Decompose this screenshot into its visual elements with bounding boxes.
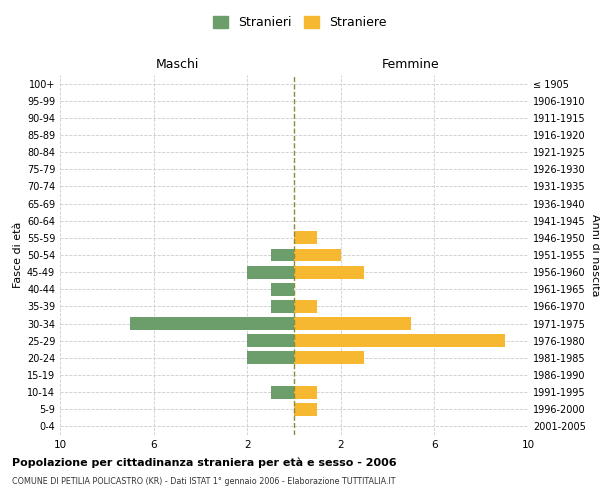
Bar bbox=[271, 386, 294, 398]
Text: COMUNE DI PETILIA POLICASTRO (KR) - Dati ISTAT 1° gennaio 2006 - Elaborazione TU: COMUNE DI PETILIA POLICASTRO (KR) - Dati… bbox=[12, 478, 395, 486]
Y-axis label: Anni di nascita: Anni di nascita bbox=[590, 214, 599, 296]
Bar bbox=[271, 300, 294, 313]
Text: Popolazione per cittadinanza straniera per età e sesso - 2006: Popolazione per cittadinanza straniera p… bbox=[12, 458, 397, 468]
Text: Maschi: Maschi bbox=[155, 58, 199, 71]
Bar bbox=[247, 334, 294, 347]
Bar bbox=[294, 266, 364, 278]
Bar bbox=[130, 317, 294, 330]
Y-axis label: Fasce di età: Fasce di età bbox=[13, 222, 23, 288]
Bar bbox=[294, 232, 317, 244]
Legend: Stranieri, Straniere: Stranieri, Straniere bbox=[208, 11, 392, 34]
Bar bbox=[271, 283, 294, 296]
Bar bbox=[271, 248, 294, 262]
Bar bbox=[247, 352, 294, 364]
Bar bbox=[247, 266, 294, 278]
Bar bbox=[294, 386, 317, 398]
Bar bbox=[294, 334, 505, 347]
Text: Femmine: Femmine bbox=[382, 58, 440, 71]
Bar bbox=[294, 300, 317, 313]
Bar bbox=[294, 317, 411, 330]
Bar bbox=[294, 248, 341, 262]
Bar bbox=[294, 352, 364, 364]
Bar bbox=[294, 403, 317, 415]
